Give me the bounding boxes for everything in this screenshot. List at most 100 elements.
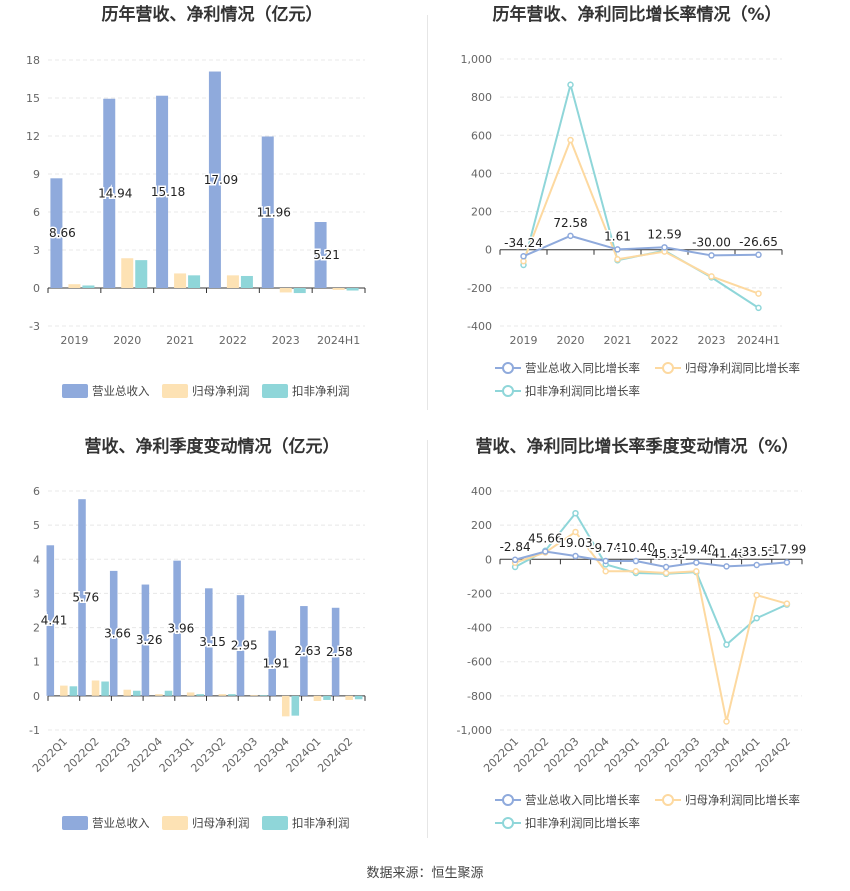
data-label: 5.21	[313, 248, 340, 262]
y-tick-label: -600	[467, 656, 492, 669]
bar-deducted-profit	[69, 686, 78, 696]
series-point-0	[693, 559, 700, 566]
y-tick-label: 4	[33, 553, 40, 566]
data-label: 1.91	[263, 656, 290, 670]
series-point-1	[662, 569, 670, 577]
y-tick-label: 12	[26, 130, 40, 143]
bar-deducted-profit	[228, 694, 236, 696]
legend-swatch-marker	[662, 794, 674, 806]
y-tick-label: 600	[471, 129, 492, 142]
y-tick-label: 3	[33, 587, 40, 600]
data-label: 3.66	[104, 626, 131, 640]
x-tick-label: 2024Q2	[315, 735, 355, 775]
series-point-0	[520, 252, 527, 260]
bar-deducted-profit	[135, 260, 148, 288]
chart-title: 营收、净利同比增长率季度变动情况（%）	[475, 436, 798, 457]
y-tick-label: 400	[471, 485, 492, 498]
quarterly-growth-svg: 营收、净利同比增长率季度变动情况（%） -1,000 -800 -600 -400 -20…	[457, 436, 808, 830]
series-point-0	[542, 548, 549, 555]
data-label: 45.66	[528, 531, 562, 545]
legend-swatch	[162, 816, 188, 830]
data-label: 3.96	[168, 621, 195, 635]
chart-title: 营收、净利季度变动情况（亿元）	[85, 436, 340, 457]
x-tick-label: 2021	[166, 334, 194, 347]
series-point-1	[693, 567, 700, 575]
data-label: -41.46	[707, 546, 746, 560]
y-tick-label: 1,000	[461, 53, 493, 66]
data-label: -10.40	[617, 541, 656, 555]
legend-label: 营业总收入	[92, 384, 150, 398]
legend-label: 扣非净利润同比增长率	[525, 816, 640, 830]
data-label: 12.59	[647, 227, 681, 241]
bar-revenue	[300, 606, 308, 696]
series-point-1	[723, 718, 730, 725]
data-label: 4.41	[41, 614, 68, 628]
bar-revenue	[156, 95, 169, 288]
panel-divider-bottom	[427, 440, 428, 838]
data-label: 19.03	[558, 536, 592, 550]
legend-label: 营业总收入同比增长率	[525, 793, 640, 807]
y-tick-label: 400	[471, 167, 492, 180]
quarterly-growth-chart: 营收、净利同比增长率季度变动情况（%） -1,000 -800 -600 -400 -20…	[425, 427, 850, 852]
legend-swatch	[62, 384, 88, 398]
series-point-1	[602, 567, 609, 575]
series-point-0	[632, 557, 640, 565]
x-tick-label: 2023	[698, 334, 726, 347]
bar-revenue	[208, 71, 221, 288]
series-line-1	[522, 137, 759, 295]
series-point-1	[614, 256, 621, 263]
data-label: -17.99	[768, 542, 807, 556]
y-tick-label: 5	[33, 519, 40, 532]
y-tick-label: -200	[467, 282, 492, 295]
series-point-1	[708, 273, 715, 280]
series-point-0	[723, 563, 730, 570]
y-tick-label: -800	[467, 690, 492, 703]
bar-deducted-profit	[82, 285, 95, 288]
series-point-1	[567, 136, 574, 144]
bar-revenue	[50, 178, 63, 288]
series-line-0	[514, 550, 787, 569]
quarterly-values-chart: 营收、净利季度变动情况（亿元） -1 0 1 2 3 4 5 6 2022Q1 2022Q2 2022…	[0, 427, 425, 852]
bar-net-profit	[91, 680, 100, 696]
x-tick-label: 2023	[272, 334, 300, 347]
bar-revenue	[268, 630, 276, 696]
data-label: 2.58	[326, 645, 353, 659]
y-tick-label: 2	[33, 622, 40, 635]
series-point-0	[755, 251, 762, 259]
series-point-0	[572, 552, 579, 560]
legend-swatch-marker	[502, 794, 514, 806]
bar-revenue	[103, 98, 116, 288]
bar-deducted-profit	[291, 695, 300, 716]
bar-net-profit	[226, 275, 239, 288]
series-point-0	[567, 232, 574, 240]
series-point-2	[753, 614, 760, 622]
bar-deducted-profit	[354, 695, 363, 700]
series-point-0	[602, 557, 609, 565]
bar-net-profit	[332, 288, 345, 290]
bar-revenue	[46, 545, 55, 696]
legend-swatch	[62, 816, 88, 830]
y-tick-label: 0	[485, 553, 492, 566]
chart-title: 历年营收、净利同比增长率情况（%）	[492, 4, 781, 25]
data-label: 3.15	[199, 635, 226, 649]
bar-revenue	[236, 595, 245, 696]
annual-growth-svg: 历年营收、净利同比增长率情况（%） -400 -200 0 200 400 600 800 1,…	[461, 4, 801, 398]
legend-swatch	[262, 816, 288, 830]
bar-revenue	[141, 584, 150, 696]
bar-revenue	[109, 570, 118, 696]
bar-deducted-profit	[101, 681, 109, 696]
bar-net-profit	[186, 692, 195, 696]
series-point-0	[662, 563, 670, 571]
bar-deducted-profit	[133, 690, 141, 696]
bar-deducted-profit	[346, 288, 359, 291]
bar-net-profit	[250, 695, 258, 696]
data-label: -26.65	[739, 235, 778, 249]
bar-net-profit	[345, 695, 353, 700]
bar-net-profit	[60, 685, 68, 696]
data-label: 17.09	[204, 173, 238, 187]
bar-revenue	[314, 222, 327, 288]
y-tick-label: -400	[467, 622, 492, 635]
data-label: 72.58	[553, 216, 587, 230]
x-tick-label: 2024H1	[737, 334, 780, 347]
data-label: -9.74	[590, 541, 621, 555]
